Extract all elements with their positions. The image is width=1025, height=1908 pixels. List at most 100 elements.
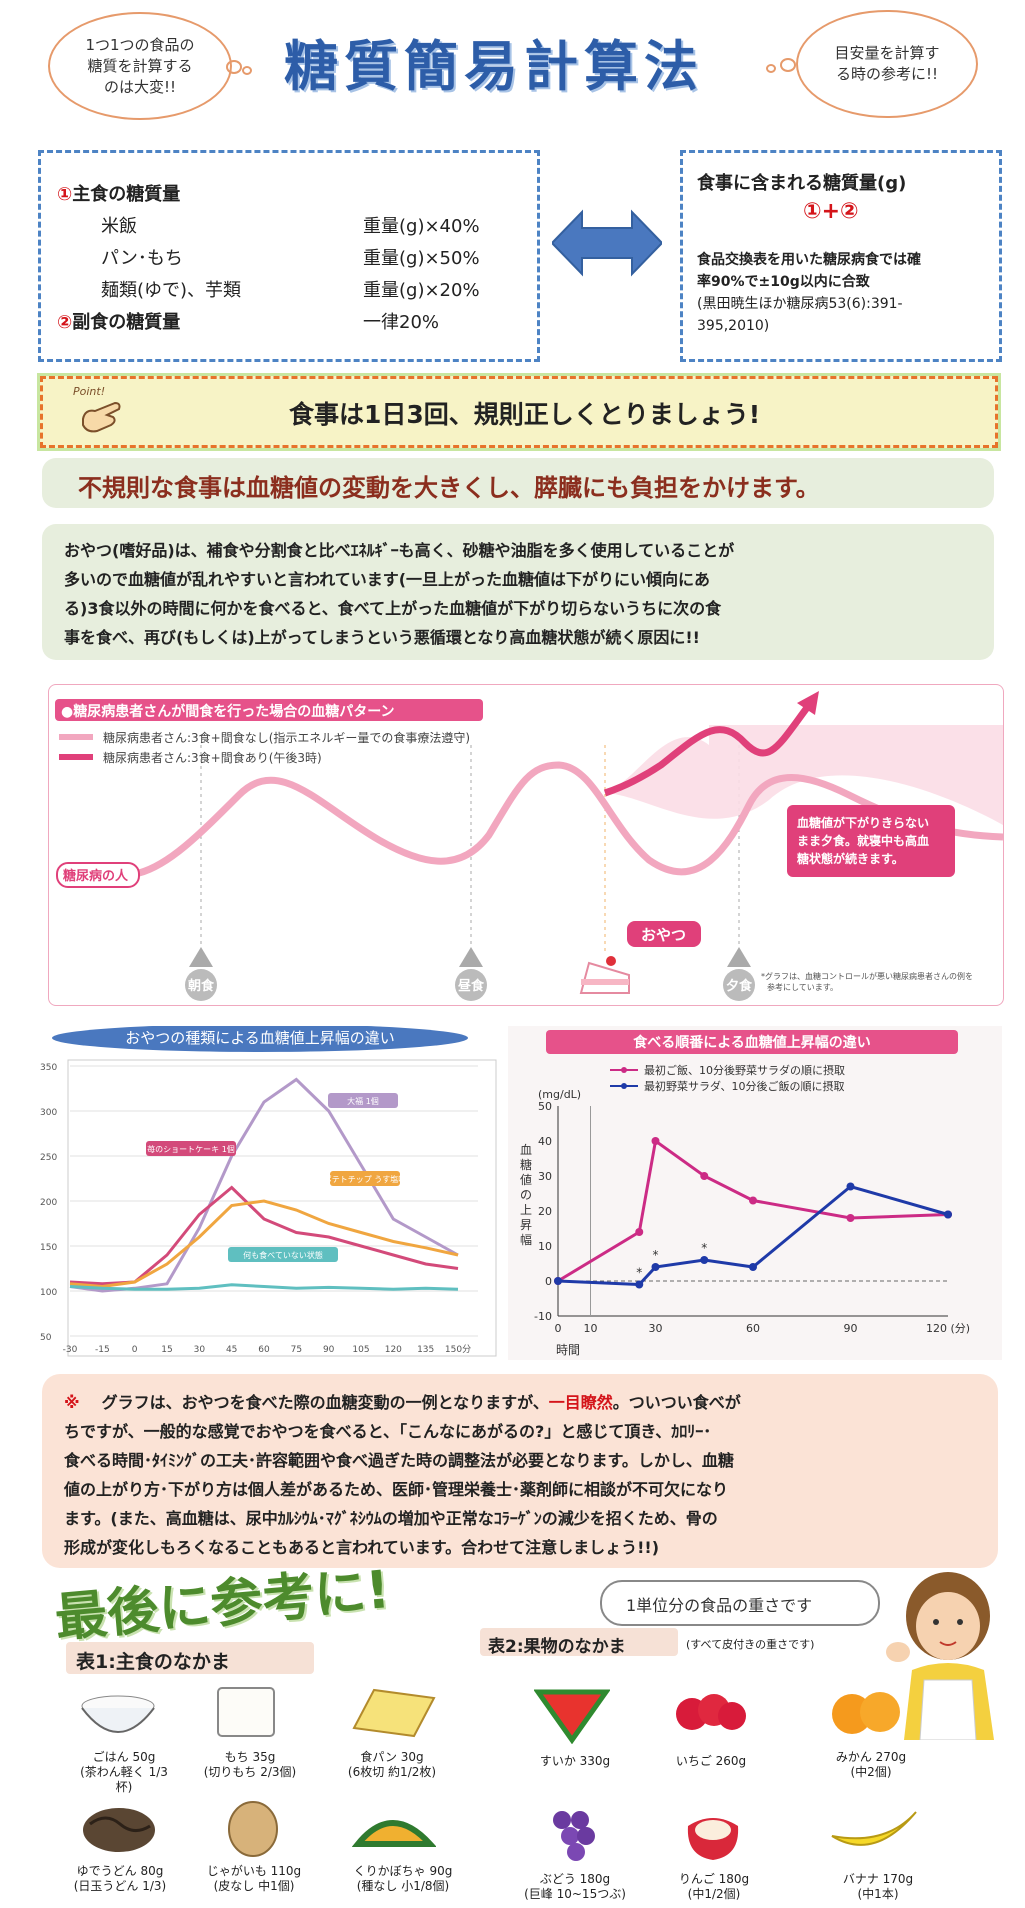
calc-row-rice: 米飯 重量(g)×40% bbox=[101, 216, 480, 237]
chart1-x-tick: 150分 bbox=[445, 1344, 471, 1355]
legend-snack: 糖尿病患者さん:3食+間食あり(午後3時) bbox=[103, 750, 322, 765]
chart1-y-tick: 300 bbox=[40, 1108, 57, 1118]
bread-icon bbox=[352, 1688, 436, 1738]
eating-order-chart-svg: 食べる順番による血糖値上昇幅の違い (mg/dL) 時間 最初ご飯、10分後野菜… bbox=[520, 1030, 970, 1357]
calc-box: ①主食の糖質量 米飯 重量(g)×40% パン･もち 重量(g)×50% 麺類(ゆで… bbox=[38, 150, 540, 362]
chart1-title: おやつの種類による血糖値上昇幅の違い bbox=[125, 1029, 395, 1047]
chart2-y-tick: 10 bbox=[538, 1240, 552, 1253]
potato-icon bbox=[228, 1801, 278, 1857]
chart2-data-point bbox=[749, 1196, 757, 1205]
chart1-series-label: ポテトチップ うす塩味 bbox=[324, 1174, 407, 1184]
fruit-label: ぶどう 180g (巨峰 10~15つぶ) bbox=[524, 1872, 626, 1901]
chart2-y-label-char: 昇 bbox=[520, 1218, 532, 1232]
chart2-legend-marker bbox=[621, 1083, 627, 1089]
chart1-y-tick: 200 bbox=[40, 1198, 57, 1208]
person-label-bg bbox=[56, 862, 140, 888]
chart1-x-tick: 15 bbox=[161, 1345, 172, 1355]
strawberry-icon bbox=[676, 1694, 746, 1730]
warning-text: 不規則な食事は血糖値の変動を大きくし、膵臓にも負担をかけます。 bbox=[78, 474, 820, 502]
chart2-y-label-char: の bbox=[520, 1188, 532, 1202]
meal-label: 朝食 bbox=[188, 978, 215, 994]
fruit-label: りんご 180g (中1/2個) bbox=[678, 1872, 750, 1901]
table2-subtitle: (すべて皮付きの重さです) bbox=[686, 1638, 815, 1651]
chart2-data-point bbox=[846, 1214, 855, 1222]
chart2-legend-label: 最初ご飯、10分後野菜サラダの順に摂取 bbox=[644, 1063, 845, 1077]
pattern-title-bg bbox=[55, 699, 483, 721]
point-banner-text: 食事は1日3回、規則正しくとりましょう! bbox=[289, 400, 761, 429]
note-line: 値の上がり方･下がり方は個人差があるため、医師･管理栄養士･薬剤師に相談が不可欠… bbox=[64, 1480, 729, 1499]
chart1-x-tick: 75 bbox=[291, 1345, 302, 1355]
table1: 表1:主食のなかま ごはん 50g (茶わん軽く 1/3杯) もち 35g (切りも… bbox=[52, 1642, 474, 1904]
chart2-y-label-char: 血 bbox=[520, 1143, 532, 1157]
cloud-bubble-right-small bbox=[766, 64, 776, 73]
cake-icon bbox=[579, 956, 630, 994]
page-title: 糖質簡易計算法 bbox=[284, 35, 704, 98]
snack-line: る)3食以外の時間に何かを食べると、食べて上がった血糖値が下がり切らないうちに次… bbox=[64, 599, 722, 618]
chart1-x-tick: 30 bbox=[194, 1345, 206, 1355]
chart2-x-tick: 0 bbox=[555, 1322, 562, 1335]
chart2-y-label-char: 値 bbox=[520, 1172, 532, 1187]
chart2-series-line bbox=[557, 1138, 949, 1283]
chart2-title-bg bbox=[546, 1030, 958, 1054]
cloud-bubble-left bbox=[226, 60, 242, 74]
snack-paragraph-box: おやつ(嗜好品)は、補食や分割食と比べｴﾈﾙｷﾞｰも高く、砂糖や油脂を多く使用し… bbox=[42, 524, 994, 660]
table2-title: 表2:果物のなかま bbox=[480, 1628, 678, 1657]
note-paragraph-box: ※ グラフは、おやつを食べた際の血糖変動の一例となりますが、一目瞭然。ついつい食べ… bbox=[42, 1374, 998, 1568]
chart2-annotation: * bbox=[701, 1241, 707, 1255]
chart1-series-label: 何も食べていない状態 bbox=[243, 1250, 323, 1260]
nurse-character-illustration bbox=[886, 1572, 994, 1740]
note-line: 食べる時間･ﾀｲﾐﾝｸﾞの工夫･許容範囲や食べ過ぎた時の調整法が必要となります。… bbox=[64, 1451, 734, 1470]
chart2-x-tick: 60 bbox=[746, 1322, 760, 1335]
chart1-title-bg bbox=[52, 1024, 468, 1052]
chart1-x-tick: 45 bbox=[226, 1345, 237, 1355]
grapes-icon bbox=[553, 1811, 595, 1861]
chart2-legend-marker bbox=[621, 1067, 627, 1073]
snack-line: おやつ(嗜好品)は、補食や分割食と比べｴﾈﾙｷﾞｰも高く、砂糖や油脂を多く使用し… bbox=[64, 541, 735, 560]
chart1-series-label-bg bbox=[328, 1093, 398, 1108]
chart2-x-tick: 30 bbox=[649, 1322, 663, 1335]
chart2-data-point bbox=[700, 1172, 709, 1180]
food-label: くりかぼちゃ 90g (種なし 小1/8個) bbox=[353, 1864, 453, 1893]
food-label: もち 35g (切りもち 2/3個) bbox=[203, 1750, 297, 1779]
food-label: ごはん 50g (茶わん軽く 1/3杯) bbox=[80, 1750, 168, 1794]
fruit-label: みかん 270g (中2個) bbox=[835, 1750, 907, 1779]
callout-line: 糖状態が続きます。 bbox=[797, 851, 904, 866]
table2: 表2:果物のなかま (すべて皮付きの重さです) すいか 330g いちご 260… bbox=[480, 1628, 980, 1904]
chart1-y-tick: 100 bbox=[40, 1288, 57, 1298]
result-heading: 食事に含まれる糖質量(g) bbox=[697, 173, 907, 194]
chart1-y-tick: 150 bbox=[40, 1243, 57, 1253]
chart1-x-tick: 90 bbox=[323, 1345, 335, 1355]
note-line: ※ グラフは、おやつを食べた際の血糖変動の一例となりますが、一目瞭然。ついつい食べ… bbox=[64, 1393, 741, 1412]
thought-cloud-right: 目安量を計算す る時の参考に!! bbox=[796, 10, 978, 118]
note-line: ちですが、一般的な感覚でおやつを食べると、「こんなにあがるの?」と感じて頂き、ｶ… bbox=[64, 1422, 712, 1441]
chart2-legend-label: 最初野菜サラダ、10分後ご飯の順に摂取 bbox=[644, 1079, 844, 1093]
point-badge: Point! bbox=[69, 385, 141, 435]
chart2-data-point bbox=[944, 1210, 952, 1219]
legend-base: 糖尿病患者さん:3食+間食なし(指示エネルギー量での食事療法遵守) bbox=[103, 730, 470, 745]
chart2-annotation: * bbox=[636, 1266, 642, 1280]
result-box: 食事に含まれる糖質量(g) ①+② 食品交換表を用いた糖尿病食では確 率90%で… bbox=[680, 150, 1002, 362]
chart2-data-point bbox=[846, 1182, 855, 1191]
chart1-x-tick: 105 bbox=[352, 1345, 369, 1355]
chart2-y-tick: 20 bbox=[538, 1205, 552, 1218]
pointing-hand-icon bbox=[82, 401, 121, 433]
result-formula: ①+② bbox=[803, 199, 859, 224]
udon-icon bbox=[83, 1808, 155, 1852]
meal-label: 夕食 bbox=[726, 978, 753, 994]
chart2-x-tick: 90 bbox=[844, 1322, 858, 1335]
snack-line: 事を食べ、再び(もしくは)上がってしまうという悪循環となり高血糖状態が続く原因に… bbox=[64, 628, 700, 647]
chart1-x-tick: -15 bbox=[95, 1345, 110, 1355]
chart1-x-tick: 120 bbox=[385, 1345, 402, 1355]
chart2-annotation: * bbox=[653, 1248, 659, 1262]
cloud-bubble-left-small bbox=[242, 66, 252, 75]
chart2-title: 食べる順番による血糖値上昇幅の違い bbox=[633, 1034, 871, 1051]
snack-type-chart: おやつの種類による血糖値上昇幅の違い 50 100 150 200 250 300 350-… bbox=[38, 1024, 498, 1360]
chart1-series-line bbox=[69, 1199, 459, 1289]
food-label: 食パン 30g (6枚切 約1/2枚) bbox=[347, 1750, 437, 1779]
chart2-data-point bbox=[651, 1263, 660, 1271]
chart2-data-point bbox=[651, 1137, 660, 1145]
glucose-pattern-chart: ●糖尿病患者さんが間食を行った場合の血糖パターン 糖尿病患者さん:3食+間食なし… bbox=[48, 684, 1004, 1006]
snack-label: おやつ bbox=[641, 926, 686, 944]
note-line: 形成が変化しもろくなることもあると言われています。合わせて注意しましょう!!) bbox=[64, 1538, 660, 1557]
dinner-marker-icon bbox=[727, 947, 751, 967]
